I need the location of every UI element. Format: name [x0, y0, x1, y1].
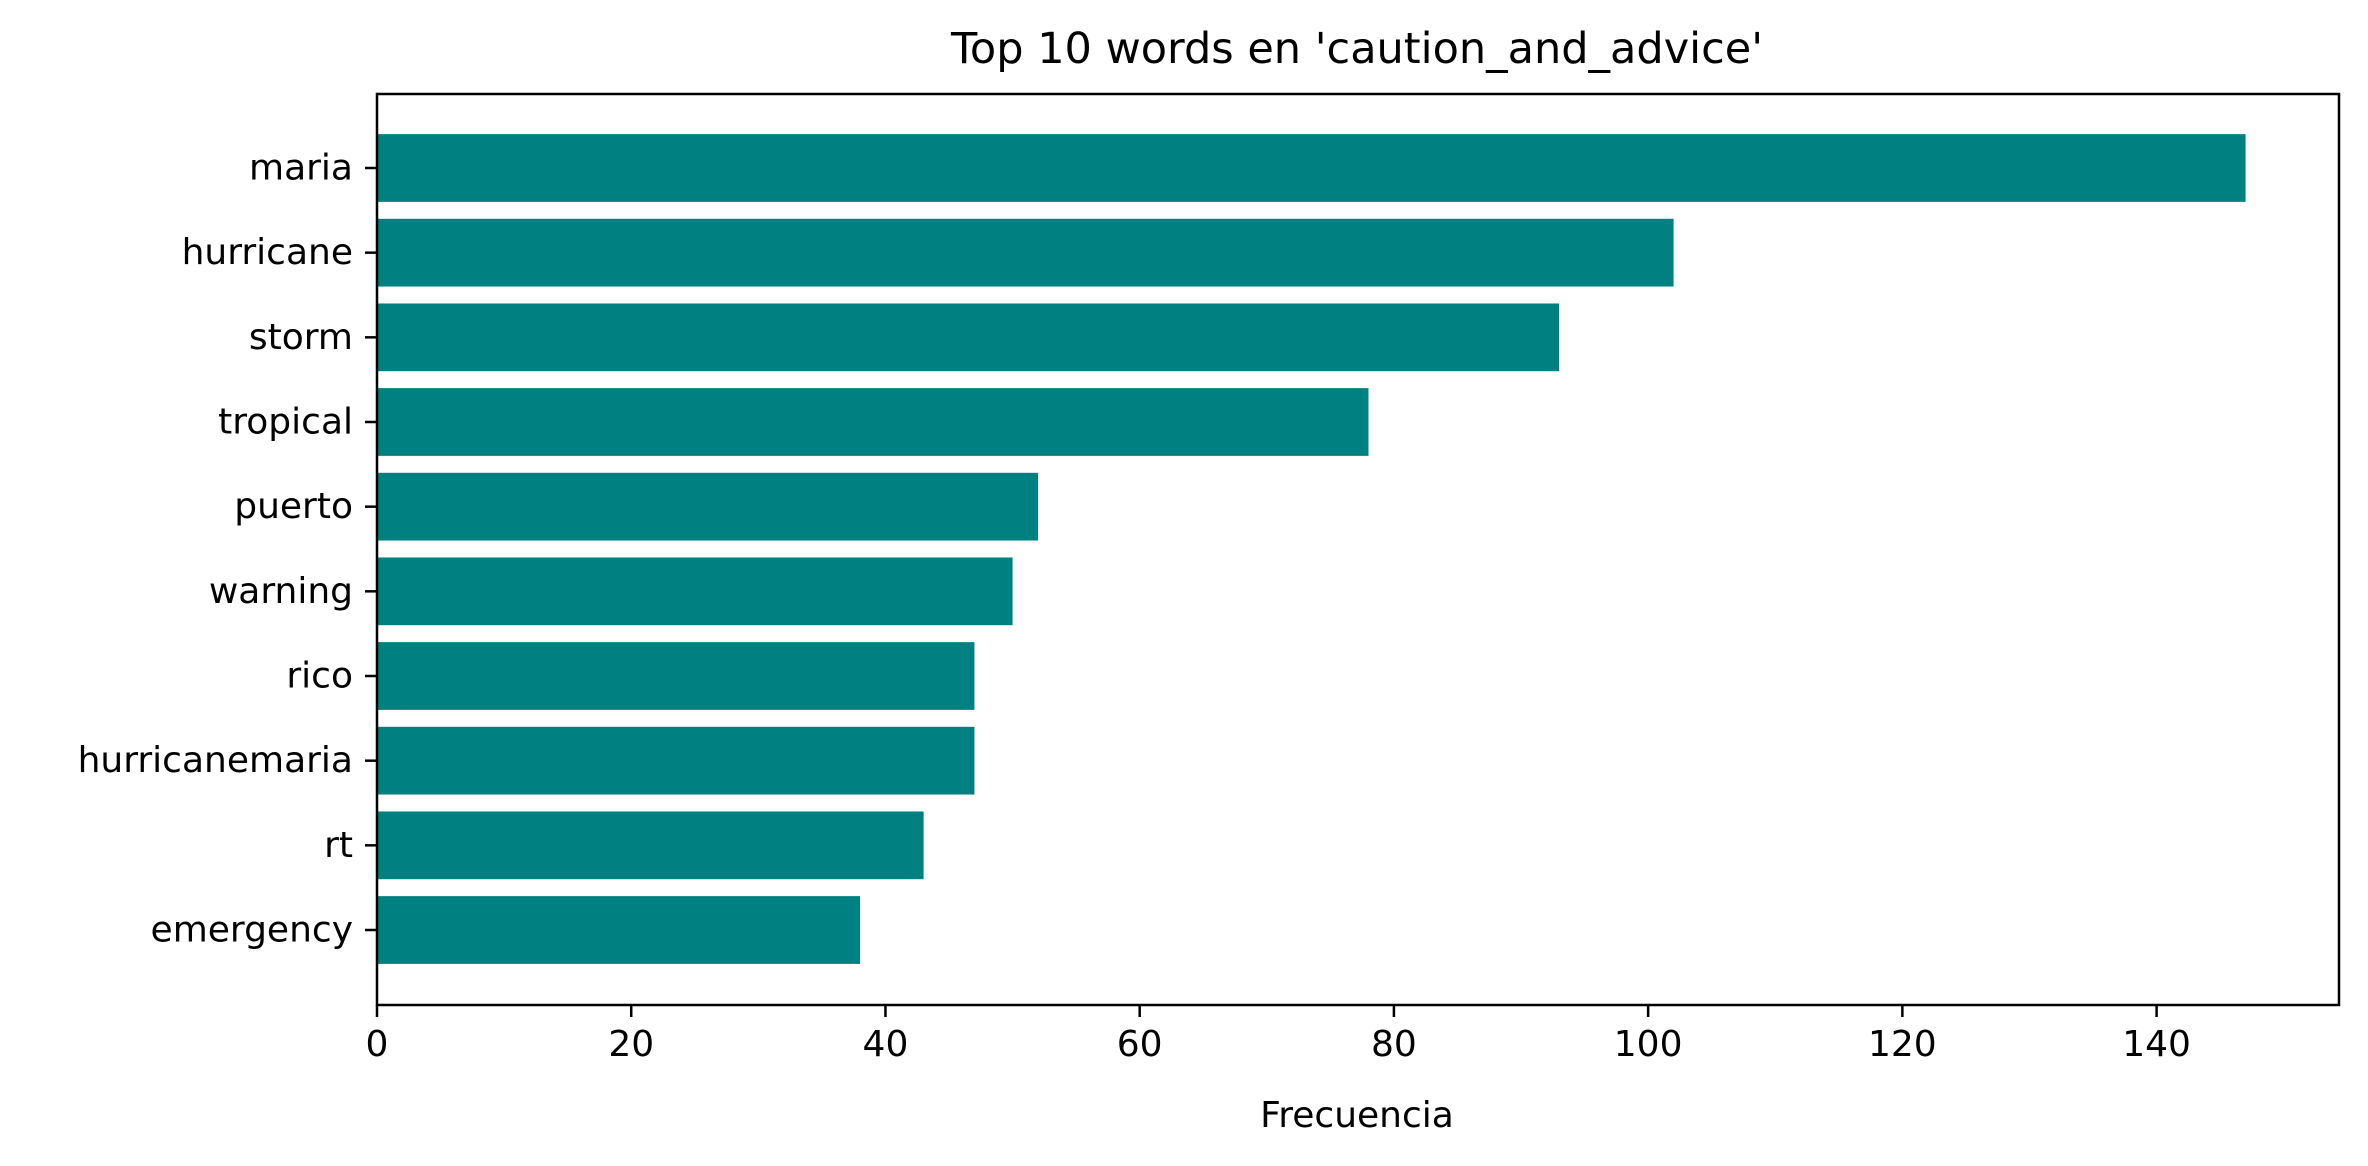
- chart-title: Top 10 words en 'caution_and_advice': [950, 24, 1763, 74]
- y-tick-label-hurricane: hurricane: [182, 232, 353, 273]
- y-tick-label-maria: maria: [249, 148, 353, 189]
- x-tick-label-20: 20: [608, 1024, 654, 1065]
- y-tick-label-emergency: emergency: [151, 910, 353, 951]
- y-tick-label-hurricanemaria: hurricanemaria: [78, 740, 353, 781]
- bar-storm: [377, 303, 1560, 372]
- x-tick-label-100: 100: [1614, 1024, 1683, 1065]
- y-tick-label-storm: storm: [249, 317, 353, 358]
- x-tick-label-120: 120: [1868, 1024, 1937, 1065]
- bar-emergency: [377, 896, 861, 964]
- x-axis-label: Frecuencia: [1260, 1095, 1454, 1136]
- bar-rico: [377, 642, 975, 710]
- y-axis: maria hurricane storm tropical puerto warning…: [78, 148, 377, 951]
- x-axis: 0 20 40 60 80 100 120 140: [366, 1005, 2191, 1065]
- x-tick-label-0: 0: [366, 1024, 389, 1065]
- y-tick-label-warning: warning: [209, 571, 353, 612]
- bar-puerto: [377, 472, 1038, 541]
- plot-frame: [375, 92, 2341, 1007]
- x-tick-label-60: 60: [1117, 1024, 1163, 1065]
- bars-layer: [377, 134, 2246, 964]
- y-tick-label-tropical: tropical: [218, 402, 353, 443]
- x-tick-label-40: 40: [863, 1024, 909, 1065]
- bar-tropical: [377, 388, 1369, 456]
- y-tick-label-rt: rt: [324, 825, 353, 866]
- x-tick-label-80: 80: [1371, 1024, 1417, 1065]
- x-tick-label-140: 140: [2122, 1024, 2191, 1065]
- bar-maria: [377, 134, 2246, 202]
- bar-hurricane: [377, 218, 1674, 287]
- bar-rt: [377, 811, 924, 880]
- bar-warning: [377, 557, 1013, 626]
- y-tick-label-puerto: puerto: [234, 486, 353, 527]
- y-tick-label-rico: rico: [286, 656, 353, 697]
- bar-hurricanemaria: [377, 726, 975, 795]
